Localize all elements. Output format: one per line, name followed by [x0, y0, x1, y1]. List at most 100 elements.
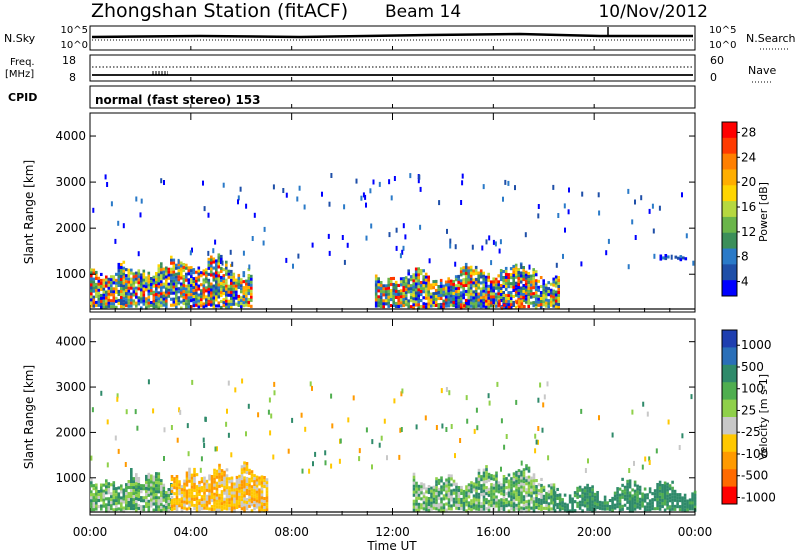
echo-cell [212, 287, 216, 291]
echo-cell [105, 284, 108, 288]
echo-cell [661, 493, 664, 497]
echo-cell [92, 289, 96, 293]
echo-cell [132, 299, 136, 303]
echo-cell [514, 284, 518, 288]
echo-cell [525, 479, 528, 483]
echo-cell [105, 491, 108, 495]
echo-cell [155, 496, 158, 500]
echo-cell [414, 294, 418, 298]
echo-cell [547, 287, 550, 291]
echo-cell [517, 499, 521, 503]
echo-cell [218, 475, 221, 479]
echo-cell [105, 509, 108, 513]
echo-cell [414, 300, 418, 304]
echo-cell [230, 488, 234, 492]
echo-cell [684, 257, 688, 261]
echo-cell [155, 505, 158, 509]
echo-cell [626, 491, 629, 495]
echo-cell [471, 244, 474, 250]
echo-cell [475, 483, 478, 487]
echo-cell [232, 293, 236, 297]
echo-cell [185, 290, 188, 294]
echo-cell [434, 297, 438, 301]
echo-cell [434, 294, 438, 298]
echo-cell [477, 477, 481, 481]
echo-cell [195, 494, 199, 498]
echo-cell [578, 503, 582, 507]
echo-cell [220, 475, 224, 479]
echo-cell [210, 505, 214, 509]
echo-cell [561, 501, 564, 505]
echo-cell [455, 503, 458, 507]
echo-cell [477, 480, 481, 484]
echo-cell [220, 478, 224, 482]
echo-cell [257, 412, 260, 418]
echo-cell [422, 495, 426, 499]
echo-cell [233, 503, 236, 507]
echo-cell [208, 474, 211, 478]
echo-cell [636, 484, 639, 488]
echo-cell [583, 495, 587, 499]
echo-cell [225, 266, 228, 270]
echo-cell [479, 305, 483, 309]
echo-cell [515, 506, 518, 510]
echo-cell [97, 499, 101, 503]
echo-cell [661, 487, 664, 491]
echo-cell [150, 286, 153, 290]
echo-cell [240, 507, 244, 511]
echo-cell [502, 291, 505, 295]
echo-cell [230, 506, 234, 510]
echo-cell [613, 497, 617, 501]
echo-cell [389, 289, 393, 293]
echo-cell [182, 266, 186, 270]
echo-cell [227, 284, 231, 288]
echo-cell [155, 305, 158, 309]
echo-cell [190, 269, 193, 273]
echo-cell [90, 286, 93, 290]
echo-cell [507, 488, 511, 492]
echo-cell [165, 491, 168, 495]
echo-cell [502, 196, 504, 202]
echo-cell [593, 498, 597, 502]
echo-cell [225, 489, 229, 493]
echo-cell [215, 271, 218, 275]
echo-cell [122, 290, 126, 294]
echo-cell [374, 283, 378, 287]
echo-cell [427, 509, 431, 513]
echo-cell [240, 468, 244, 472]
echo-cell [247, 403, 250, 409]
echo-cell [122, 299, 126, 303]
echo-cell [636, 502, 639, 506]
echo-cell [157, 264, 161, 268]
echo-cell [399, 283, 403, 287]
echo-cell [107, 482, 111, 486]
echo-cell [140, 297, 143, 301]
echo-cell [633, 504, 637, 508]
echo-cell [100, 495, 103, 499]
echo-cell [105, 281, 108, 285]
echo-cell [425, 505, 428, 509]
echo-cell [402, 298, 405, 302]
echo-cell [430, 501, 433, 505]
echo-cell [540, 489, 543, 493]
echo-cell [441, 423, 444, 429]
echo-cell [414, 279, 418, 283]
echo-cell [479, 302, 483, 306]
echo-cell [490, 474, 493, 478]
echo-cell [117, 262, 121, 266]
echo-cell [417, 273, 420, 277]
nsearch-log-bottom: 10^0 [709, 40, 736, 51]
echo-cell [495, 489, 498, 493]
echo-cell [504, 272, 508, 276]
echo-cell [636, 496, 639, 500]
echo-cell [120, 302, 123, 306]
echo-cell [177, 299, 181, 303]
echo-cell [228, 498, 231, 502]
echo-cell [182, 281, 186, 285]
echo-cell [422, 296, 425, 300]
echo-cell [435, 501, 438, 505]
echo-cell [464, 301, 468, 305]
echo-cell [437, 493, 441, 497]
echo-cell [509, 273, 513, 277]
echo-cell [178, 489, 181, 493]
